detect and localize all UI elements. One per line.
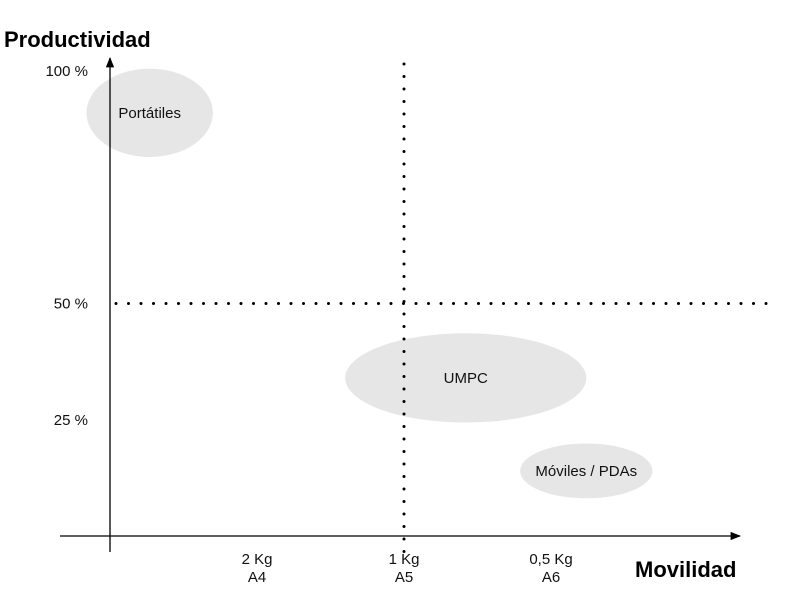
bubble-0: Portátiles (86, 68, 213, 158)
bubble-label: UMPC (444, 370, 488, 387)
bubble-1: UMPC (345, 333, 587, 423)
x-axis-title: Movilidad (635, 557, 736, 582)
x-tick-label-size: A6 (542, 569, 560, 586)
y-axis-title: Productividad (4, 27, 151, 52)
bubble-2: Móviles / PDAs (520, 443, 653, 499)
reference-lines (114, 62, 772, 554)
y-tick-label: 25 % (54, 412, 88, 429)
bubble-label: Móviles / PDAs (535, 463, 637, 480)
bubble-shape (345, 333, 587, 423)
bubble-label: Portátiles (118, 105, 181, 122)
x-tick-label-weight: 1 Kg (389, 551, 420, 568)
bubble-shape (86, 68, 213, 158)
bubble-shape (520, 443, 653, 499)
x-tick-label-weight: 2 Kg (242, 551, 273, 568)
y-tick-label: 100 % (45, 63, 88, 80)
x-tick-label-size: A5 (395, 569, 413, 586)
y-tick-label: 50 % (54, 296, 88, 313)
x-tick-label-size: A4 (248, 569, 266, 586)
bubbles: Portátiles UMPC Móviles / PDAs (86, 68, 653, 499)
x-tick-label-weight: 0,5 Kg (529, 551, 572, 568)
